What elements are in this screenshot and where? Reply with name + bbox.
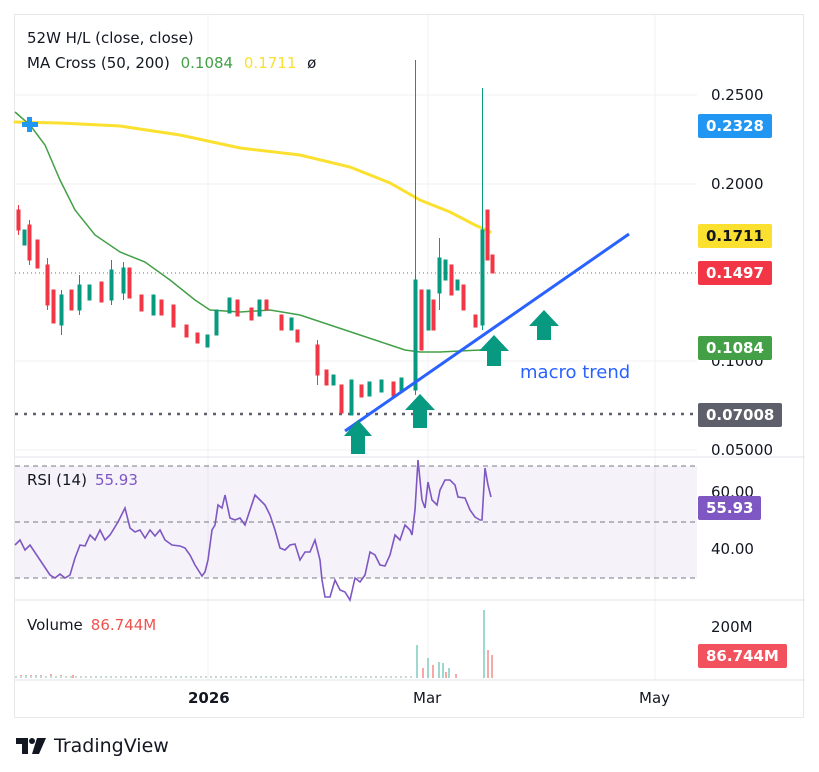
brand-name: TradingView	[54, 735, 169, 757]
high-52w-marker	[22, 117, 38, 132]
rsi-tick: 40.00	[711, 540, 754, 558]
legend-ma-cross[interactable]: MA Cross (50, 200) 0.1084 0.1711 ø	[27, 54, 322, 72]
rsi-line	[14, 459, 492, 603]
legend-52w-label: 52W H/L (close, close)	[27, 29, 194, 47]
macro-trendline	[344, 232, 630, 433]
time-label-mar: Mar	[413, 689, 442, 707]
tradingview-brand[interactable]: TradingView	[16, 735, 169, 757]
ma200-tag: 0.1711	[698, 224, 772, 248]
ma50-tag: 0.1084	[698, 336, 772, 360]
legend-ma-label: MA Cross (50, 200)	[27, 54, 170, 72]
volume-label: Volume	[27, 616, 83, 634]
time-label-may: May	[639, 689, 671, 707]
ma200-line	[13, 120, 492, 234]
rsi-legend[interactable]: RSI (14) 55.93	[27, 471, 138, 489]
last-price-tag: 0.1497	[698, 261, 772, 285]
volume-value: 86.744M	[90, 616, 157, 634]
price-tick: 0.2500	[711, 86, 764, 104]
rsi-value: 55.93	[94, 471, 138, 489]
rsi-tag: 55.93	[698, 496, 762, 520]
legend-ma-extra: ø	[307, 54, 317, 72]
legend-52w-hl[interactable]: 52W H/L (close, close)	[27, 29, 200, 47]
time-label-2026: 2026	[188, 689, 230, 707]
low-52w-tag: 0.07008	[698, 403, 783, 427]
ma50-line	[14, 111, 491, 353]
legend-ma50-value: 0.1084	[180, 54, 234, 72]
high-52w-tag: 0.2328	[698, 114, 772, 138]
volume-legend[interactable]: Volume 86.744M	[27, 616, 156, 634]
chart-frame	[14, 14, 804, 718]
tradingview-logo-icon	[16, 738, 46, 754]
volume-bars	[15, 610, 493, 678]
volume-tag: 86.744M	[698, 644, 787, 668]
price-tick: 0.2000	[711, 175, 764, 193]
up-arrows	[344, 310, 559, 454]
volume-tick: 200M	[711, 618, 753, 636]
legend-ma200-value: 0.1711	[243, 54, 297, 72]
candles	[16, 60, 495, 416]
macro-trend-label: macro trend	[520, 362, 631, 383]
rsi-label: RSI (14)	[27, 471, 87, 489]
price-tick: 0.05000	[711, 441, 774, 459]
